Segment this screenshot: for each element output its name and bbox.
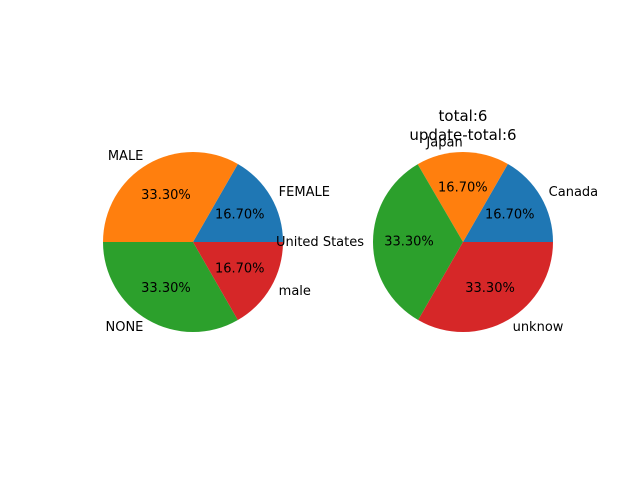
slice-percent-label: 33.30% [141,281,191,296]
pie-chart-1: FEMALE 16.70% MALE 33.30% NONE 33.30% male 16.7… [103,149,330,335]
slice-label: male [279,284,311,299]
slice-label: FEMALE [279,185,330,200]
pie-slice-2 [417,151,508,242]
pie-slice-4 [193,242,283,321]
pie-slice-1 [193,163,283,242]
slice-label: Canada [549,185,598,200]
slice-percent-label: 33.30% [141,188,191,203]
chart-title-line: total:6 [439,107,488,125]
slice-percent-label: 16.70% [438,181,488,196]
pie-slice-2 [103,151,238,242]
pie-chart-2: Canada 16.70% Japan 16.70% United States 33.3… [276,107,598,335]
pie-slice-1 [463,163,553,242]
slice-percent-label: 16.70% [215,262,265,277]
chart-title-line: update-total:6 [409,126,516,144]
slice-label: unknow [513,320,564,335]
slice-percent-label: 16.70% [215,207,265,222]
slice-label: MALE [108,149,144,164]
pie-slice-4 [418,242,553,333]
pie-slice-3 [372,164,463,321]
slice-label: United States [276,235,364,250]
slice-percent-label: 33.30% [384,235,434,250]
slice-percent-label: 33.30% [465,281,515,296]
slice-percent-label: 16.70% [485,207,535,222]
pie-slice-3 [103,242,238,333]
slice-label: Japan [425,136,462,151]
slice-label: NONE [106,320,144,335]
